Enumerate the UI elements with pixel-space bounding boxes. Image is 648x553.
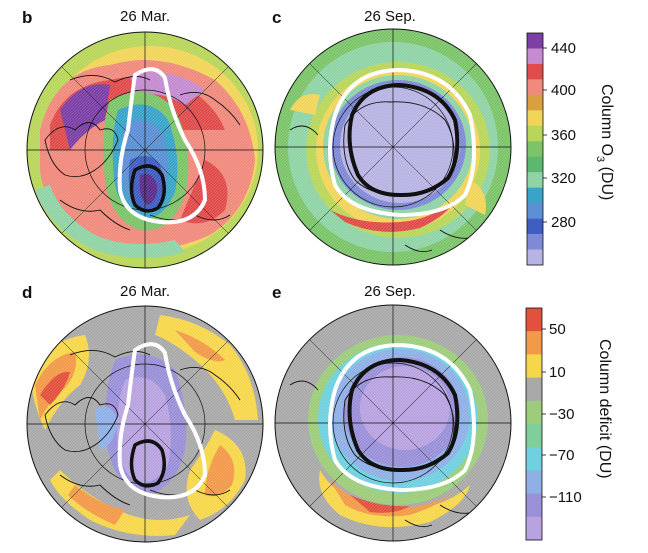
- panel-b-date: 26 Mar.: [119, 8, 171, 25]
- ozone-colorbar-swatch: [527, 234, 543, 250]
- panel-d-date: 26 Mar.: [119, 283, 171, 300]
- map-b-arctic-ozone: [27, 32, 263, 268]
- panel-e-letter: e: [272, 283, 282, 302]
- ozone-colorbar-swatch: [527, 141, 543, 158]
- deficit-colorbar-swatch: [526, 424, 542, 448]
- ozone-tick-360: 360: [551, 127, 576, 144]
- panel-c-date: 26 Sep.: [364, 8, 416, 25]
- deficit-colorbar-swatch: [526, 516, 542, 541]
- ozone-colorbar-swatch: [527, 79, 543, 96]
- deficit-colorbar-frame: [525, 307, 543, 541]
- deficit-colorbar-swatch: [526, 377, 542, 402]
- panel-e-date: 26 Sep.: [364, 283, 416, 300]
- ozone-colorbar-swatch: [527, 48, 543, 65]
- deficit-tick-minus70: −70: [549, 447, 574, 464]
- ozone-colorbar: [526, 32, 547, 266]
- deficit-colorbar: [525, 307, 546, 541]
- ozone-tick-320: 320: [551, 170, 576, 187]
- panel-d-letter: d: [22, 283, 33, 302]
- map-d-arctic-deficit: [27, 306, 263, 542]
- deficit-colorbar-swatch: [526, 354, 542, 378]
- ozone-colorbar-swatch: [527, 156, 543, 173]
- ozone-colorbar-swatch: [527, 33, 543, 49]
- deficit-tick-10: 10: [549, 364, 566, 381]
- ozone-colorbar-swatch: [527, 203, 543, 219]
- ozone-colorbar-swatch: [527, 249, 543, 266]
- deficit-colorbar-title: Column deficit (DU): [596, 339, 613, 479]
- ozone-colorbar-swatch: [527, 172, 543, 188]
- ozone-colorbar-swatch: [527, 110, 543, 127]
- deficit-colorbar-swatch: [526, 331, 542, 355]
- deficit-tick-minus30: −30: [549, 406, 574, 423]
- ozone-colorbar-swatch: [527, 218, 543, 235]
- ozone-tick-280: 280: [551, 214, 576, 231]
- deficit-tick-50: 50: [549, 321, 566, 338]
- ozone-colorbar-swatch: [527, 94, 543, 111]
- ozone-colorbar-swatch: [527, 63, 543, 80]
- ozone-colorbar-frame: [526, 32, 544, 266]
- ozone-tick-440: 440: [551, 40, 576, 57]
- deficit-colorbar-swatch: [526, 447, 542, 471]
- deficit-colorbar-swatch: [526, 470, 542, 494]
- panel-b-letter: b: [22, 8, 33, 27]
- ozone-colorbar-swatch: [527, 187, 543, 204]
- deficit-colorbar-swatch: [526, 308, 542, 332]
- deficit-tick-minus110: −110: [549, 489, 582, 506]
- deficit-colorbar-swatch: [526, 400, 542, 425]
- ozone-colorbar-swatch: [527, 125, 543, 142]
- map-e-antarctic-deficit: [275, 305, 511, 541]
- map-c-antarctic-ozone: [275, 29, 511, 265]
- deficit-colorbar-swatch: [526, 493, 542, 518]
- ozone-tick-400: 400: [551, 82, 576, 99]
- panel-c-letter: c: [272, 8, 282, 27]
- ozone-colorbar-title: Column O3 (DU): [594, 84, 615, 200]
